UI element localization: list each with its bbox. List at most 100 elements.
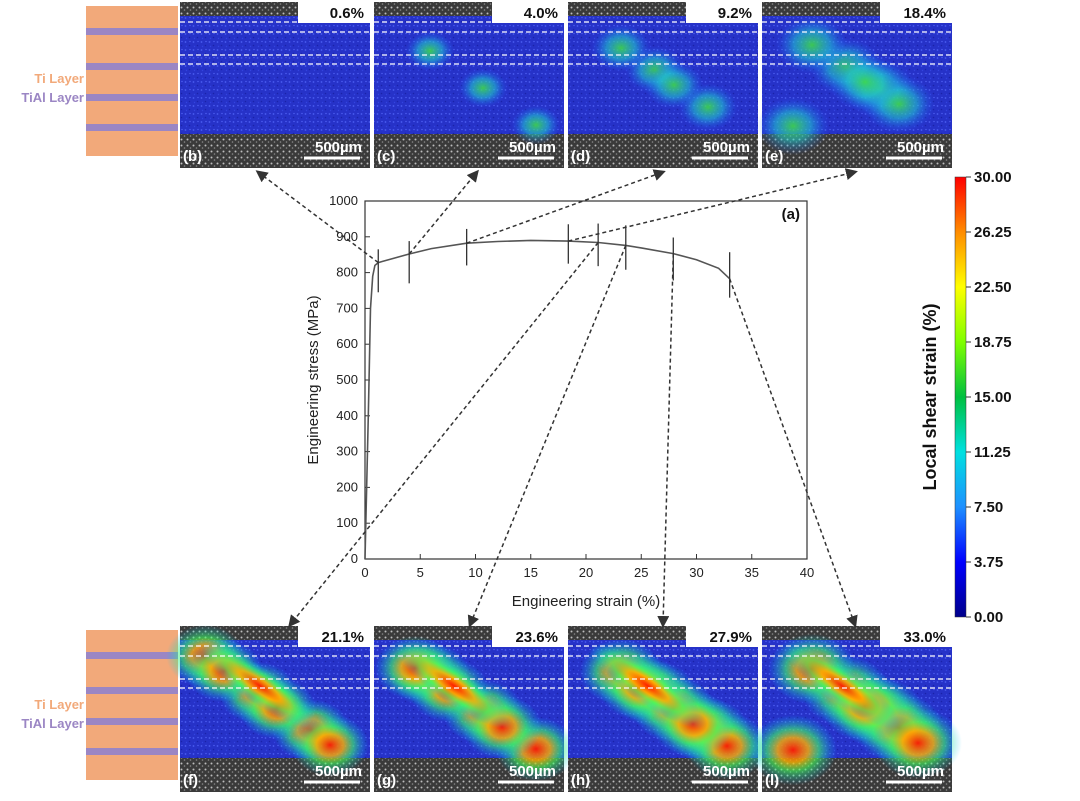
strain-map-panel: 33.0% (l) 500µm [749,626,962,792]
tial-layer-band [86,28,178,35]
colorbar-strip [954,176,967,618]
y-tick-label: 300 [336,444,358,459]
y-tick-label: 600 [336,336,358,351]
ti-layer-label-bottom: Ti Layer [34,697,84,712]
colorbar-tick-label: 7.50 [974,499,1003,516]
connector-arrow [657,253,675,628]
connector-arrow [408,169,479,255]
connector-arrow [728,278,858,628]
panel-label: (h) [571,772,590,789]
scale-bar-label: 500µm [315,139,362,156]
y-tick-label: 100 [336,515,358,530]
strain-value-label: 9.2% [718,5,752,22]
tial-layer-band [86,124,178,131]
strain-value-label: 33.0% [903,629,946,646]
shear-band [395,643,513,729]
strain-concentration [644,61,704,109]
strain-concentration [828,53,902,111]
x-axis-label: Engineering strain (%) [512,593,660,610]
strain-value-box [686,626,758,647]
x-tick-label: 5 [417,565,424,580]
strain-value-box [298,626,370,647]
chart-panel-label: (a) [782,206,800,223]
x-tick-label: 20 [579,565,593,580]
strain-map-panel: 21.1% (f) 500µm [166,624,370,792]
strain-concentration [458,68,508,108]
colorbar-tick-label: 11.25 [974,444,1011,461]
layer-schematic-bottom [86,630,178,780]
strain-concentration [775,16,849,74]
scale-bar-label: 500µm [897,139,944,156]
strain-concentration [291,713,369,777]
strain-concentration [511,105,561,145]
strain-map-panel: 4.0% (c) 500µm [374,2,564,168]
tial-layer-band [86,718,178,725]
tial-layer-band [86,652,178,659]
x-tick-label: 15 [524,565,538,580]
y-tick-label: 1000 [329,193,358,208]
strain-map-panel: 18.4% (e) 500µm [756,2,952,168]
strain-value-box [298,2,370,23]
specimen-bottom-edge [180,134,370,168]
panel-label: (c) [377,148,395,165]
stress-strain-chart: 0 5 10 15 20 25 30 35 40 0 100 200 300 400 500 600 700 8… [305,193,814,610]
strain-value-label: 18.4% [903,5,946,22]
strain-value-label: 0.6% [330,5,364,22]
colorbar-tick-label: 15.00 [974,389,1012,406]
panel-label: (e) [765,148,783,165]
y-axis-label: Engineering stress (MPa) [305,295,322,464]
x-tick-label: 25 [634,565,648,580]
connector-arrow [568,168,858,242]
tial-layer-band [86,687,178,694]
scale-bar-label: 500µm [703,139,750,156]
strain-value-label: 21.1% [321,629,364,646]
strain-value-box [492,2,564,23]
ti-layer-label-top: Ti Layer [34,71,84,86]
tial-layer-label-top: TiAl Layer [21,90,84,105]
tial-layer-band [86,94,178,101]
strain-concentration [591,24,651,72]
colorbar-tick-label: 22.50 [974,279,1012,296]
error-bars [377,223,731,298]
scale-bar-label: 500µm [897,763,944,780]
strain-value-label: 27.9% [709,629,752,646]
panel-label: (g) [377,772,396,789]
colorbar-tick-label: 0.00 [974,609,1003,626]
strain-concentration [749,714,837,786]
colorbar-ticks: 30.00 26.25 22.50 18.75 15.00 11.25 7.50 3.75 0.… [966,169,1012,626]
tial-layer-band [86,748,178,755]
colorbar-title: Local shear strain (%) [920,303,940,490]
colorbar-tick-label: 26.25 [974,224,1012,241]
scale-bar-label: 500µm [509,763,556,780]
y-tick-label: 400 [336,408,358,423]
y-tick-label: 700 [336,300,358,315]
x-tick-label: 10 [468,565,482,580]
scale-bar-label: 500µm [315,763,362,780]
strain-map-panel: 23.6% (g) 500µm [374,626,577,792]
strain-value-box [880,2,952,23]
x-tick-label: 40 [800,565,814,580]
y-axis-ticks: 0 100 200 300 400 500 600 700 800 900 1000 [329,193,370,566]
shear-band [589,643,707,729]
strain-value-box [880,626,952,647]
x-tick-label: 35 [745,565,759,580]
connector-arrow [288,242,599,628]
panel-label: (d) [571,148,590,165]
connector-arrow [466,169,666,244]
colorbar-tick-label: 3.75 [974,554,1003,571]
strain-map-panel: 0.6% (b) 500µm [180,2,370,168]
scale-bar-label: 500µm [703,763,750,780]
connector-arrows [255,168,858,628]
strain-map-panel: 27.9% (h) 500µm [568,626,769,792]
panel-label: (l) [765,772,779,789]
y-tick-label: 200 [336,479,358,494]
shear-band [201,643,319,729]
colorbar-tick-label: 18.75 [974,334,1012,351]
panel-label: (b) [183,148,202,165]
shear-band [783,643,901,729]
stress-strain-curve [364,239,731,560]
y-tick-label: 900 [336,229,358,244]
strain-concentration [405,31,455,71]
x-tick-label: 30 [689,565,703,580]
